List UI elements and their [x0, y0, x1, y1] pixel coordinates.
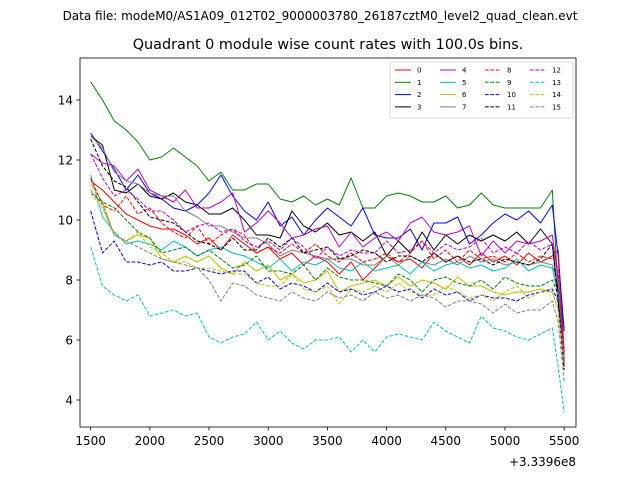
- legend-frame: [389, 61, 574, 119]
- y-tick-label: 14: [58, 94, 73, 108]
- x-tick-label: 5000: [490, 434, 521, 448]
- legend-label-10: 10: [507, 91, 516, 99]
- series-line-0: [90, 180, 565, 353]
- x-tick-label: 4500: [431, 434, 462, 448]
- series-line-3: [90, 135, 565, 362]
- legend-label-12: 12: [552, 67, 561, 75]
- chart-title: Quadrant 0 module wise count rates with …: [133, 37, 524, 53]
- y-tick-label: 4: [65, 394, 73, 408]
- series-line-7: [90, 135, 565, 362]
- series-line-12: [90, 153, 565, 365]
- y-tick-label: 8: [65, 274, 73, 288]
- series-line-9: [90, 192, 565, 362]
- legend-label-4: 4: [462, 67, 467, 75]
- series-line-15: [90, 189, 565, 383]
- legend-label-11: 11: [507, 103, 516, 111]
- legend-label-5: 5: [462, 79, 466, 87]
- series-line-11: [90, 138, 565, 371]
- legend-label-6: 6: [462, 91, 467, 99]
- legend-label-14: 14: [552, 91, 561, 99]
- series-line-8: [90, 177, 565, 368]
- x-tick-label: 3000: [253, 434, 284, 448]
- series-line-10: [90, 210, 565, 362]
- legend-label-1: 1: [417, 79, 421, 87]
- plot-frame: [79, 57, 577, 428]
- y-tick-label: 10: [58, 214, 73, 228]
- x-tick-label: 2000: [135, 434, 166, 448]
- series-line-5: [90, 174, 565, 362]
- legend-label-2: 2: [417, 91, 421, 99]
- series-layer: [90, 81, 565, 413]
- suptitle: Data file: modeM0/AS1A09_012T02_90000037…: [63, 9, 578, 23]
- x-tick-label: 5500: [549, 434, 580, 448]
- legend-label-0: 0: [417, 67, 421, 75]
- y-tick-label: 12: [58, 154, 73, 168]
- legend-label-7: 7: [462, 103, 466, 111]
- legend-label-3: 3: [417, 103, 421, 111]
- x-tick-label: 4000: [371, 434, 402, 448]
- x-tick-label: 2500: [194, 434, 225, 448]
- x-tick-label: 1500: [75, 434, 106, 448]
- legend-label-9: 9: [507, 79, 511, 87]
- legend-label-15: 15: [552, 103, 561, 111]
- x-axis: 1500 2000 2500 3000 3500 4000 4500 5000 5500: [75, 427, 579, 448]
- y-tick-label: 6: [65, 334, 73, 348]
- series-line-2: [90, 132, 565, 332]
- series-line-14: [90, 192, 565, 362]
- x-offset-label: +3.3396e8: [509, 455, 576, 469]
- y-axis: 4 6 8 10 12 14: [58, 94, 80, 408]
- series-line-1: [90, 81, 565, 329]
- series-line-4: [90, 153, 565, 356]
- x-tick-label: 3500: [312, 434, 343, 448]
- legend-label-8: 8: [507, 67, 511, 75]
- series-line-13: [90, 246, 565, 413]
- legend-label-13: 13: [552, 79, 561, 87]
